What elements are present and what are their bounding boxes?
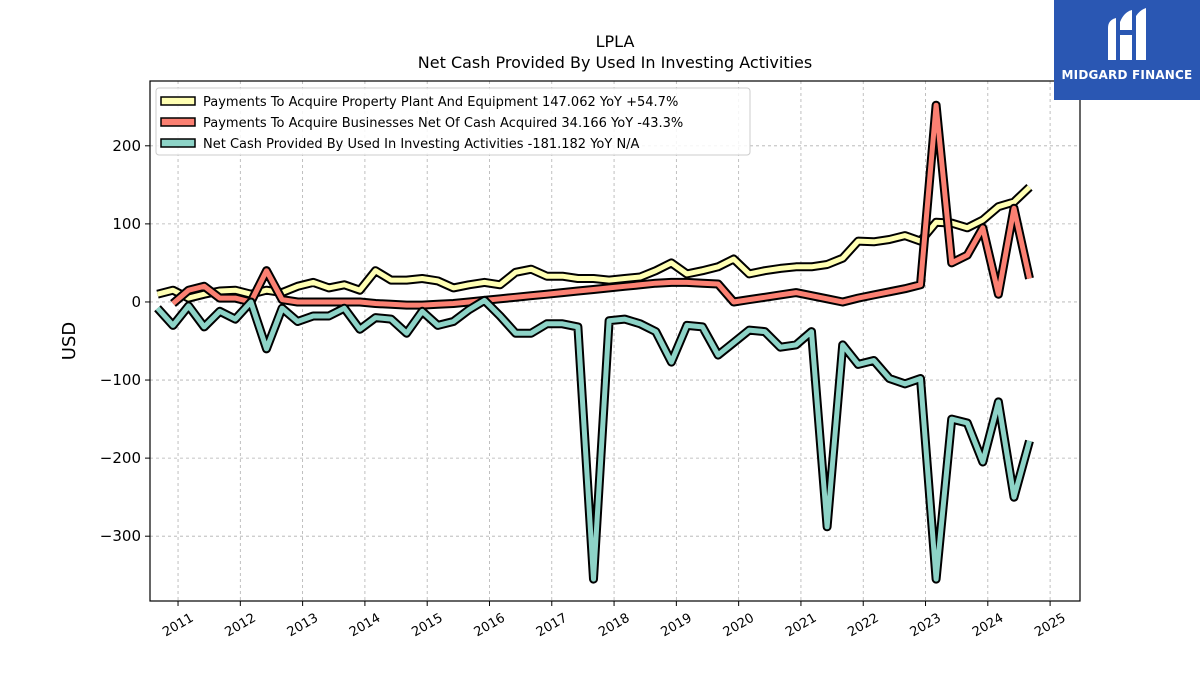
logo-text: MIDGARD FINANCE (1061, 68, 1193, 82)
legend-label-2: Payments To Acquire Businesses Net Of Ca… (203, 116, 683, 131)
x-tick-label: 2012 (222, 611, 258, 641)
legend-swatch-3 (160, 138, 196, 148)
x-tick-label: 2023 (908, 611, 944, 641)
midgard-finance-logo: MIDGARD FINANCE (1054, 0, 1200, 100)
x-tick-label: 2011 (160, 611, 196, 641)
series-lines (154, 100, 1034, 584)
series-1-outline (156, 183, 1033, 303)
x-tick-label: 2016 (472, 611, 508, 641)
series-3-line (155, 297, 1032, 582)
series-1-line (156, 185, 1032, 301)
y-axis-label: USD (59, 322, 80, 360)
x-tick-label: 2017 (534, 611, 570, 641)
x-tick-label: 2020 (721, 611, 757, 641)
x-tick-label: 2022 (845, 611, 881, 641)
x-tick-label: 2015 (409, 611, 445, 641)
x-tick-label: 2013 (285, 611, 321, 641)
plot-frame (149, 80, 1081, 602)
y-tick-label: −300 (100, 527, 141, 545)
x-tick-label: 2021 (783, 611, 819, 641)
x-tick-label: 2025 (1032, 611, 1068, 641)
x-tick-label: 2018 (596, 611, 632, 641)
legend-swatch-2 (160, 117, 196, 127)
legend-swatch-1 (160, 96, 196, 106)
legend-box (155, 87, 751, 156)
y-tick-label: 0 (131, 293, 141, 311)
x-tick-label: 2024 (970, 611, 1006, 641)
y-tick-label: 100 (112, 215, 141, 233)
x-tick-label: 2014 (347, 611, 383, 641)
y-tick-label: −200 (100, 449, 141, 467)
series-2-line (171, 102, 1032, 308)
y-tick-label: 200 (112, 137, 141, 155)
chart-subtitle: Net Cash Provided By Used In Investing A… (418, 53, 812, 72)
chart-title: LPLA (596, 32, 635, 51)
x-axis: 2011 2012 2013 2014 2015 2016 2017 2018 2019 2020… (160, 601, 1068, 640)
logo-mark-icon (1108, 8, 1146, 60)
x-tick-label: 2019 (659, 611, 695, 641)
legend-label-1: Payments To Acquire Property Plant And E… (203, 95, 678, 110)
y-axis: 200 100 0 −100 −200 −300 (100, 137, 150, 545)
y-tick-label: −100 (100, 371, 141, 389)
series-3-outline (154, 295, 1034, 584)
legend-label-3: Net Cash Provided By Used In Investing A… (203, 137, 640, 152)
legend: Payments To Acquire Property Plant And E… (155, 87, 751, 156)
